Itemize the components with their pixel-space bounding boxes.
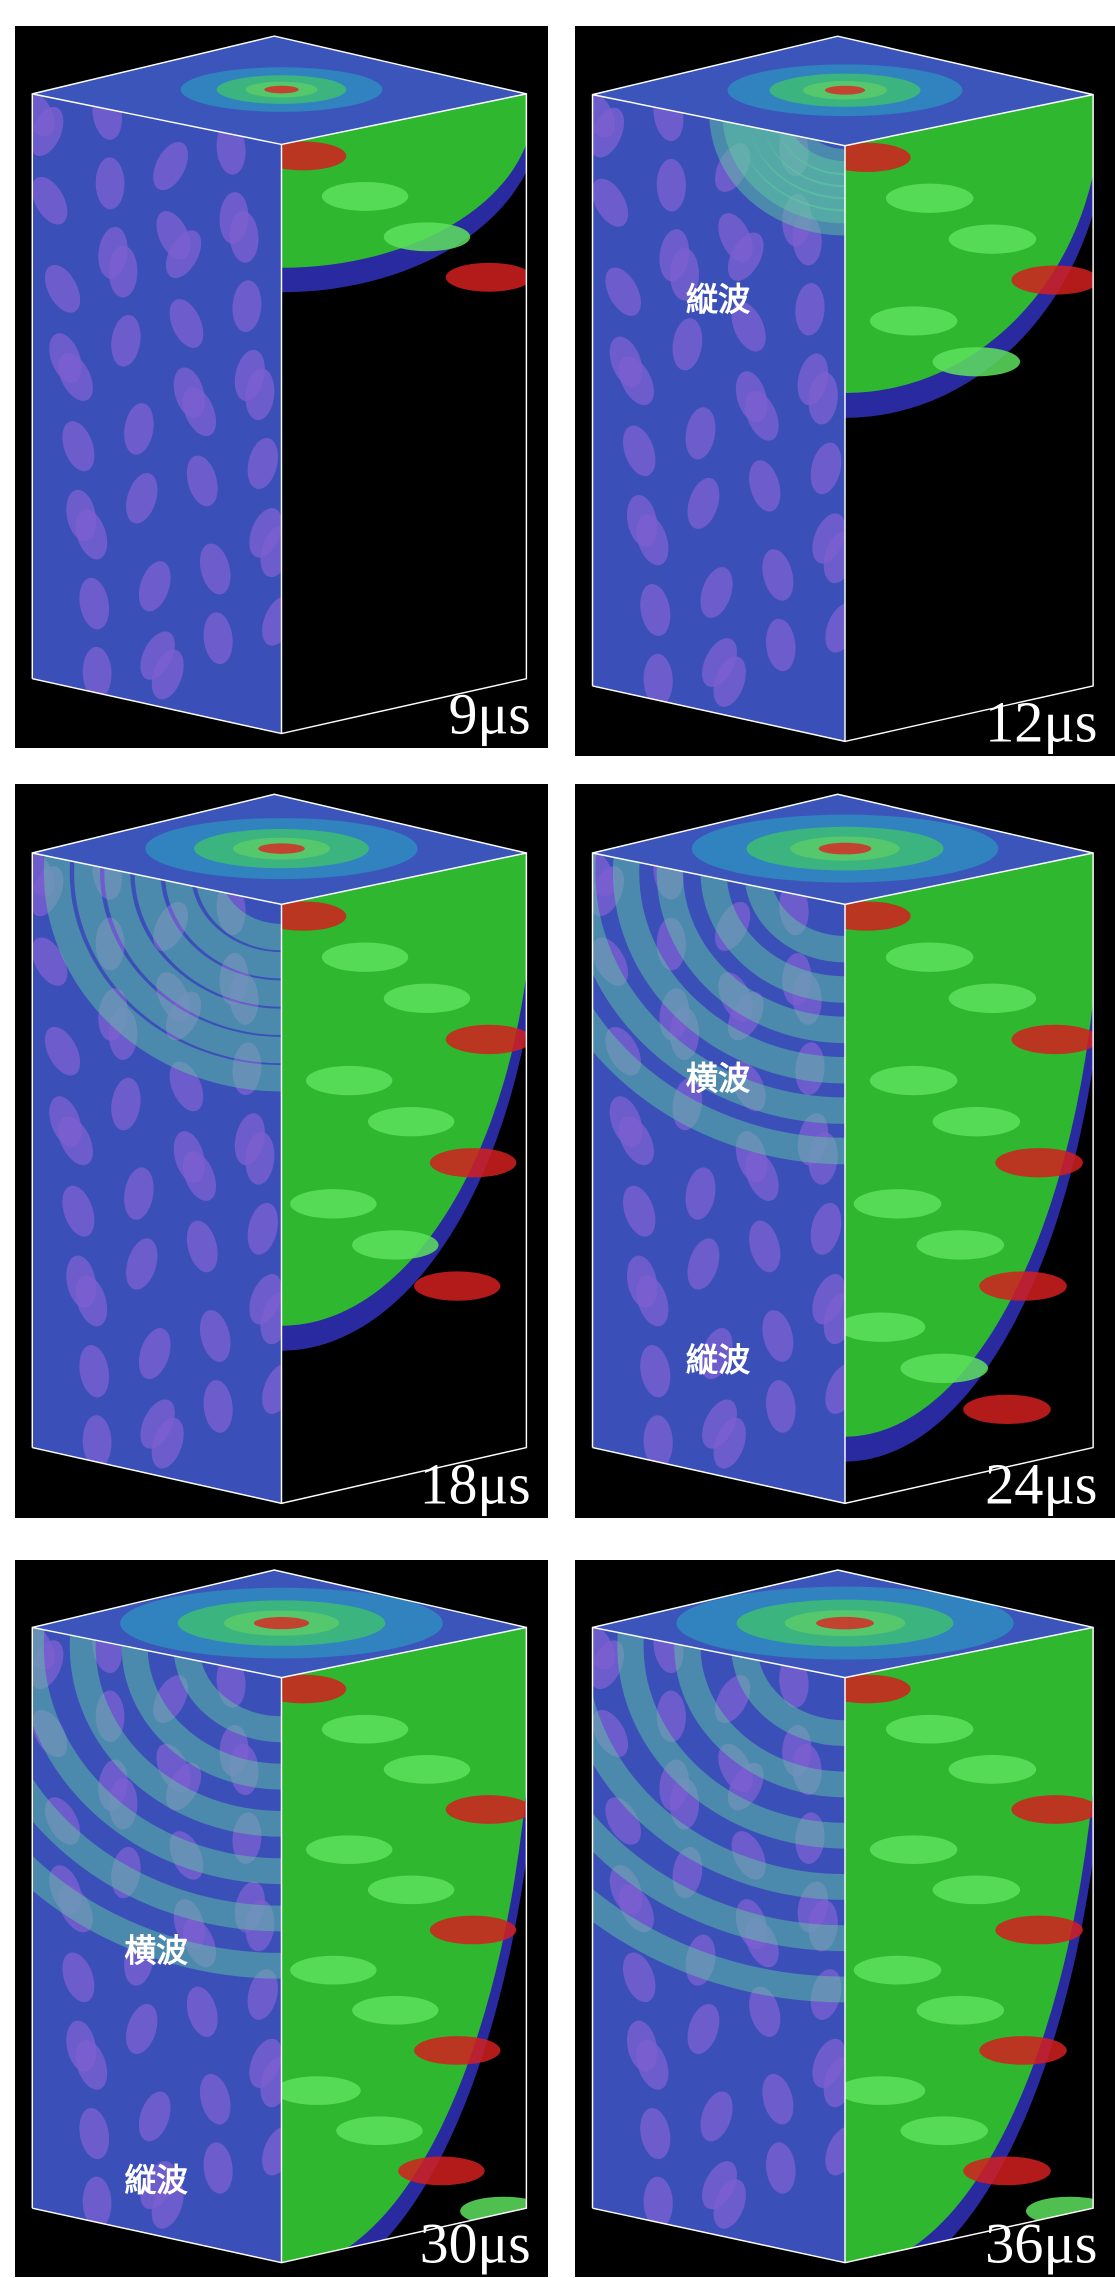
panel: 18μs — [15, 784, 548, 1518]
time-label: 9μs — [449, 684, 531, 747]
wave-patch — [979, 1271, 1067, 1300]
wave-patch — [979, 2036, 1067, 2065]
top-wave — [825, 86, 865, 95]
wave-patch — [446, 1795, 532, 1824]
wave-patch — [886, 943, 974, 972]
wave-patch — [870, 306, 958, 335]
panel: 12μs 縦波 — [575, 26, 1115, 756]
wave-patch — [322, 943, 408, 972]
wave-patch — [446, 263, 532, 292]
wave-patch — [870, 1835, 958, 1864]
time-label: 18μs — [420, 1451, 531, 1517]
wave-patch — [995, 1148, 1083, 1177]
wave-patch — [854, 1189, 942, 1218]
wave-patch — [854, 1956, 942, 1985]
wave-patch — [1011, 1025, 1099, 1054]
wave-patch — [352, 1230, 438, 1259]
figure: 9μs12μs縦波18μs24μs横波縦波30μs横波縦波36μs — [0, 0, 1115, 2278]
wave-label: 縦波 — [124, 2163, 188, 2199]
time-label: 30μs — [420, 2213, 531, 2276]
time-label: 24μs — [985, 1451, 1097, 1516]
wave-patch — [933, 1875, 1021, 1904]
wave-patch — [949, 984, 1037, 1013]
wave-patch — [900, 2116, 988, 2145]
wave-patch — [322, 182, 408, 211]
wave-patch — [368, 1875, 454, 1904]
wave-patch — [322, 1715, 408, 1744]
wave-patch — [963, 1395, 1051, 1424]
top-wave — [254, 1617, 309, 1629]
wave-patch — [336, 2116, 422, 2145]
wave-patch — [870, 1066, 958, 1095]
wave-patch — [384, 1755, 470, 1784]
wave-patch — [886, 184, 974, 213]
wave-patch — [306, 1066, 392, 1095]
top-wave — [258, 843, 305, 853]
top-wave — [816, 1617, 874, 1629]
panel: 24μs 横波縦波 — [575, 784, 1115, 1518]
wave-patch — [430, 1916, 516, 1945]
wave-label: 横波 — [124, 1934, 188, 1970]
top-wave — [819, 843, 872, 855]
wave-label: 縦波 — [686, 281, 751, 319]
wave-patch — [430, 1148, 516, 1177]
wave-patch — [414, 1271, 500, 1300]
wave-patch — [398, 2157, 484, 2186]
wave-patch — [368, 1107, 454, 1136]
wave-patch — [1011, 1795, 1099, 1824]
panel: 36μs — [575, 1560, 1115, 2277]
wave-patch — [290, 1189, 376, 1218]
wave-patch — [384, 222, 470, 251]
wave-patch — [414, 2036, 500, 2065]
wave-patch — [963, 2157, 1051, 2186]
wave-patch — [917, 1996, 1005, 2025]
wave-patch — [384, 984, 470, 1013]
wave-label: 縦波 — [686, 1341, 751, 1379]
wave-patch — [933, 347, 1021, 376]
wave-patch — [949, 1755, 1037, 1784]
wave-patch — [949, 225, 1037, 254]
wave-patch — [838, 2076, 926, 2105]
grain — [109, 245, 138, 297]
wave-patch — [352, 1996, 438, 2025]
wave-patch — [446, 1025, 532, 1054]
wave-patch — [933, 1107, 1021, 1136]
panel: 9μs — [15, 26, 548, 748]
wave-patch — [290, 1956, 376, 1985]
wave-patch — [900, 1354, 988, 1383]
wave-patch — [274, 2076, 360, 2105]
time-label: 36μs — [985, 2211, 1097, 2275]
wave-patch — [995, 1916, 1083, 1945]
time-label: 12μs — [985, 689, 1097, 754]
top-wave — [264, 86, 299, 94]
wave-patch — [917, 1230, 1005, 1259]
wave-patch — [838, 1312, 926, 1341]
wave-patch — [886, 1715, 974, 1744]
wave-label: 横波 — [686, 1059, 751, 1097]
wave-patch — [1011, 265, 1099, 294]
wave-patch — [306, 1835, 392, 1864]
